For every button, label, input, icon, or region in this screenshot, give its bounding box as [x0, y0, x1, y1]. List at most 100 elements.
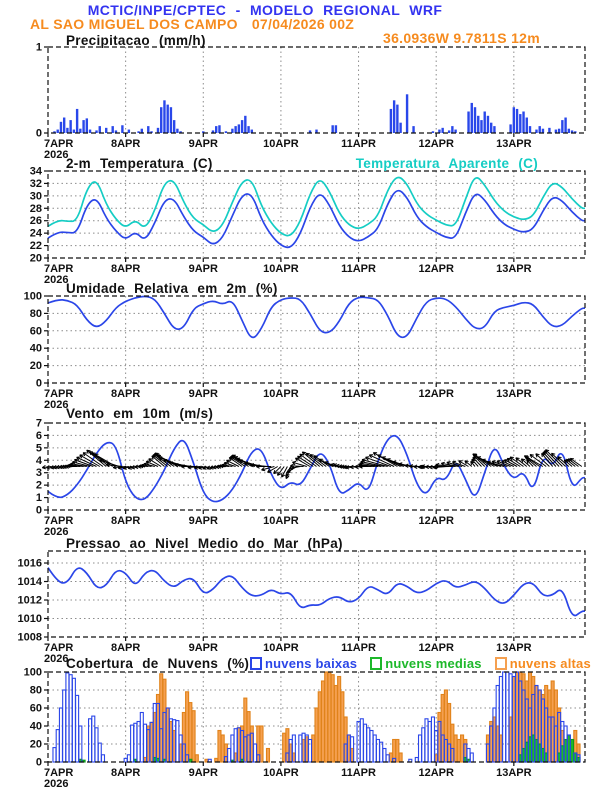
cloud-bar-baixas	[100, 754, 106, 763]
cloud-bar-baixas	[58, 707, 63, 763]
precip-bar	[166, 104, 169, 133]
wind-arrow	[309, 454, 327, 467]
x-tick-label: 9APR	[189, 642, 218, 654]
cloud-bar-baixas	[97, 742, 102, 763]
y-tick-label: 1016	[18, 558, 42, 570]
precip-bar	[480, 120, 483, 133]
x-tick-label: 11APR	[341, 515, 376, 527]
precip-bar	[169, 107, 173, 133]
precip-bar	[528, 126, 532, 133]
wind-arrow	[226, 459, 240, 467]
cloud-bar-altas	[388, 752, 393, 763]
y-tick-label: 3	[36, 467, 42, 479]
cloud-bar-baixas	[88, 718, 93, 763]
precip-bar	[399, 122, 402, 133]
y-tick-label: 60	[30, 703, 42, 715]
precip-bar	[215, 126, 218, 133]
cloud-bar-altas	[191, 710, 196, 763]
y-tick-label: 6	[36, 430, 42, 442]
x-tick-label: 10APR	[263, 642, 299, 654]
x-tick-label: 7APR	[44, 388, 73, 400]
precip-bar	[405, 94, 409, 133]
x-tick-label: 11APR	[341, 138, 376, 150]
wind-arrow	[377, 454, 401, 467]
precip-bar	[211, 130, 215, 133]
precip-bar	[515, 108, 519, 133]
y-tick-label: 1	[36, 42, 42, 54]
wind-arrow	[187, 465, 201, 470]
precip-bar	[447, 130, 451, 133]
precip-bar	[160, 107, 163, 133]
precip-bar	[75, 108, 79, 133]
precip-bar	[111, 126, 114, 133]
wind-arrow	[557, 456, 570, 467]
wind-arrow	[464, 460, 473, 467]
wind-arrow	[520, 458, 531, 467]
precip-bar	[69, 120, 72, 133]
cloud-bar-altas	[456, 738, 461, 763]
wind-arrow	[76, 456, 97, 467]
precip-bar	[392, 100, 396, 133]
x-tick-label: 12APR	[418, 263, 454, 275]
precip-bar	[486, 115, 490, 133]
precip-bar	[163, 100, 166, 133]
station-name: AL SAO MIGUEL DOS CAMPO	[30, 16, 238, 32]
cloud-bar-altas	[317, 691, 322, 763]
precip-bar	[176, 128, 179, 133]
x-tick-label: 9APR	[189, 138, 218, 150]
y-tick-label: 20	[30, 253, 42, 265]
temp2m-line-2-m-temperatura	[47, 189, 585, 249]
nuvens-baixas-swatch-icon	[250, 657, 262, 670]
precip-bar	[72, 129, 76, 133]
cloud-bar-baixas	[68, 674, 73, 763]
cloud-bar-baixas	[375, 738, 381, 763]
precip-bar	[147, 126, 150, 133]
precip-bar	[202, 131, 205, 133]
cloud-bar-medias	[570, 738, 575, 763]
panel-title-precipitacao: Precipitacao (mm/h)	[66, 33, 206, 48]
legend-label-nuvens-baixas: nuvens baixas	[265, 656, 358, 671]
cloud-bar-baixas	[142, 723, 148, 763]
cloud-bar-baixas	[227, 747, 232, 763]
cloud-bar-altas	[311, 734, 316, 763]
panel-title-pressao: Pressao ao Nivel Medio do Mar (hPa)	[66, 536, 343, 551]
cloud-bar-baixas	[65, 672, 70, 763]
cloud-bar-baixas	[291, 734, 296, 763]
panel-border	[47, 422, 586, 511]
cloud-bar-baixas	[62, 689, 67, 763]
precip-bar	[88, 129, 92, 133]
x-tick-label: 9APR	[189, 515, 218, 527]
precip-bar	[467, 111, 470, 133]
wind-arrow	[292, 460, 307, 467]
x-tick-year-label: 2026	[44, 274, 68, 286]
precip-bar	[561, 120, 564, 133]
precip-bar	[79, 128, 82, 133]
wind-arrow	[148, 458, 162, 467]
cloud-bar-altas	[217, 729, 222, 763]
wind-arrow	[372, 452, 398, 467]
precip-bar	[105, 127, 108, 133]
wind-arrow	[105, 462, 123, 468]
cloud-bar-baixas	[417, 734, 423, 763]
x-tick-label: 11APR	[341, 642, 376, 654]
y-tick-label: 0	[36, 505, 42, 517]
x-tick-year-label: 2026	[44, 399, 68, 411]
precip-bar	[548, 127, 551, 133]
model-title: MCTIC/INPE/CPTEC - MODELO REGIONAL WRF	[87, 2, 443, 18]
precip-bar	[522, 111, 525, 133]
precip-bar	[59, 121, 63, 133]
cloud-bar-baixas	[91, 715, 96, 763]
x-tick-label: 11APR	[341, 263, 376, 275]
y-tick-label: 100	[24, 291, 42, 303]
precip-bar	[512, 107, 516, 133]
x-tick-label: 11APR	[341, 388, 376, 400]
precip-bar	[412, 126, 415, 133]
x-tick-label: 9APR	[189, 767, 218, 779]
wind-arrow	[535, 453, 550, 467]
cloud-bar-baixas	[133, 722, 138, 763]
y-tick-label: 22	[30, 240, 42, 252]
panel-border	[47, 671, 586, 763]
cloud-bar-baixas	[55, 729, 60, 763]
cloud-bar-baixas	[450, 747, 455, 763]
y-tick-label: 0	[36, 128, 42, 140]
